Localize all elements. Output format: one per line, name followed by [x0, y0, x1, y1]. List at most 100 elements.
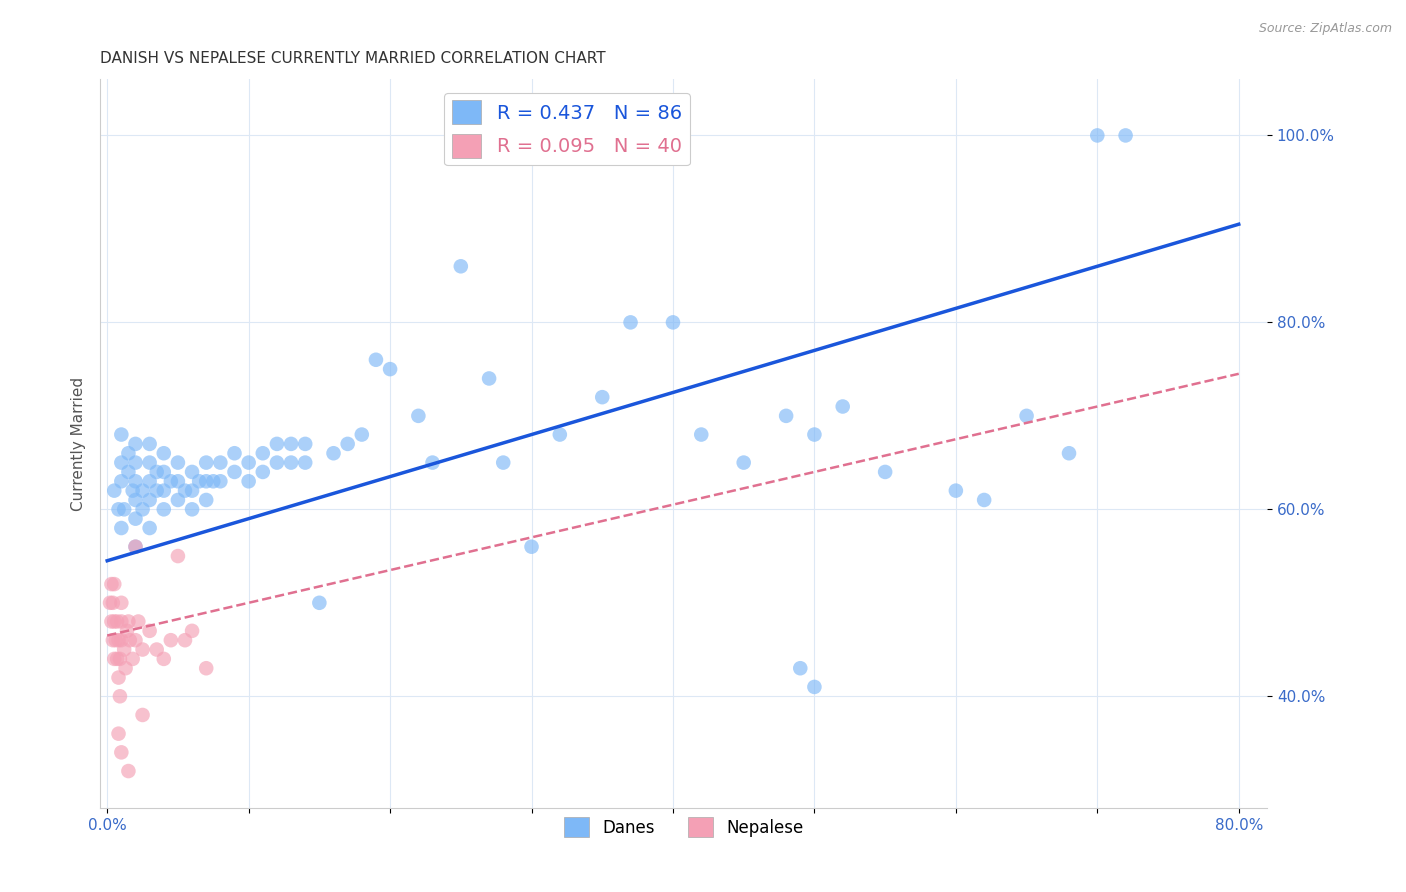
Point [209, 456, 232, 470]
Point [252, 465, 274, 479]
Point [110, 633, 132, 648]
Point [308, 596, 330, 610]
Point [105, 652, 128, 666]
Point [831, 400, 853, 414]
Point [124, 475, 146, 489]
Point [188, 475, 211, 489]
Point [167, 493, 190, 508]
Point [152, 446, 174, 460]
Point [107, 671, 129, 685]
Point [145, 483, 167, 498]
Point [117, 446, 139, 460]
Point [124, 511, 146, 525]
Point [803, 680, 825, 694]
Point [121, 483, 143, 498]
Point [422, 456, 444, 470]
Point [103, 577, 125, 591]
Point [160, 475, 183, 489]
Point [152, 483, 174, 498]
Point [174, 483, 197, 498]
Point [450, 260, 472, 274]
Point [195, 493, 218, 508]
Point [973, 493, 995, 508]
Point [115, 624, 138, 638]
Point [127, 615, 149, 629]
Point [138, 624, 160, 638]
Point [121, 652, 143, 666]
Point [138, 493, 160, 508]
Point [124, 493, 146, 508]
Point [110, 456, 132, 470]
Point [124, 540, 146, 554]
Point [266, 437, 288, 451]
Point [195, 661, 218, 675]
Point [378, 362, 401, 376]
Point [294, 456, 316, 470]
Point [1085, 128, 1108, 143]
Point [138, 437, 160, 451]
Point [152, 502, 174, 516]
Point [336, 437, 359, 451]
Point [107, 726, 129, 740]
Point [662, 315, 685, 329]
Point [174, 633, 197, 648]
Point [875, 465, 897, 479]
Point [1115, 128, 1137, 143]
Point [100, 577, 122, 591]
Legend: Danes, Nepalese: Danes, Nepalese [557, 810, 810, 844]
Point [101, 633, 124, 648]
Point [110, 427, 132, 442]
Point [100, 615, 122, 629]
Point [131, 483, 153, 498]
Point [108, 690, 131, 704]
Point [492, 456, 515, 470]
Point [209, 475, 232, 489]
Point [733, 456, 755, 470]
Point [110, 596, 132, 610]
Point [138, 456, 160, 470]
Point [690, 427, 713, 442]
Point [110, 615, 132, 629]
Point [1015, 409, 1038, 423]
Point [103, 615, 125, 629]
Point [181, 465, 204, 479]
Point [108, 652, 131, 666]
Point [145, 642, 167, 657]
Point [107, 633, 129, 648]
Point [202, 475, 225, 489]
Point [238, 475, 260, 489]
Point [117, 615, 139, 629]
Point [152, 652, 174, 666]
Point [350, 427, 373, 442]
Point [252, 446, 274, 460]
Point [520, 540, 543, 554]
Point [224, 446, 246, 460]
Point [107, 502, 129, 516]
Text: Source: ZipAtlas.com: Source: ZipAtlas.com [1258, 22, 1392, 36]
Point [364, 352, 387, 367]
Point [145, 465, 167, 479]
Point [112, 502, 135, 516]
Point [138, 475, 160, 489]
Point [619, 315, 641, 329]
Point [224, 465, 246, 479]
Point [124, 540, 146, 554]
Point [104, 633, 127, 648]
Point [478, 371, 501, 385]
Point [266, 456, 288, 470]
Point [124, 437, 146, 451]
Text: DANISH VS NEPALESE CURRENTLY MARRIED CORRELATION CHART: DANISH VS NEPALESE CURRENTLY MARRIED COR… [100, 51, 606, 66]
Point [1057, 446, 1080, 460]
Point [117, 465, 139, 479]
Point [114, 661, 136, 675]
Point [167, 549, 190, 563]
Y-axis label: Currently Married: Currently Married [72, 376, 86, 511]
Point [131, 708, 153, 723]
Point [138, 521, 160, 535]
Point [167, 475, 190, 489]
Point [945, 483, 967, 498]
Point [152, 465, 174, 479]
Point [195, 475, 218, 489]
Point [294, 437, 316, 451]
Point [110, 745, 132, 759]
